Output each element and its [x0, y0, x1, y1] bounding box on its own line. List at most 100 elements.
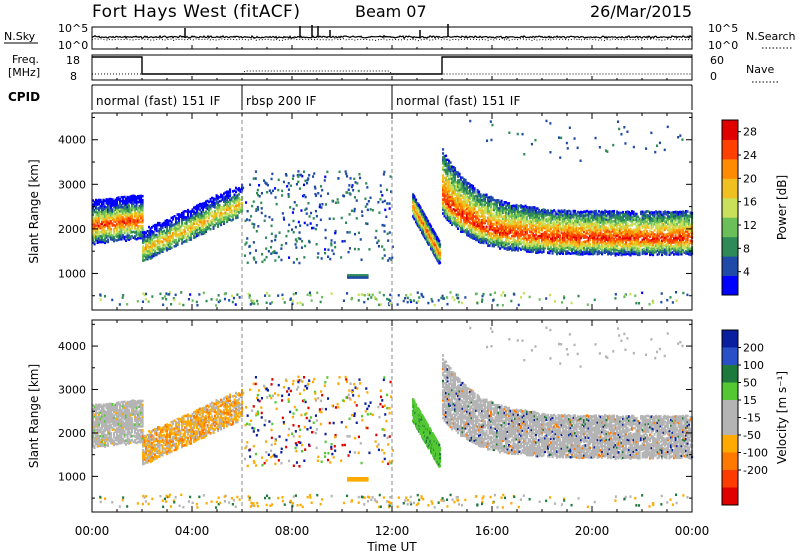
power-cell — [193, 212, 196, 215]
power-cell — [617, 239, 620, 242]
power-cell — [539, 224, 542, 228]
power-cell — [451, 193, 454, 196]
power-cell — [340, 256, 343, 259]
power-cell — [96, 229, 99, 232]
power-cell — [559, 246, 562, 249]
power-cell — [179, 227, 182, 231]
power-cell — [472, 217, 475, 220]
power-cell — [458, 210, 461, 214]
power-cell — [517, 245, 520, 248]
power-cell — [148, 231, 151, 235]
power-cell — [117, 214, 120, 217]
power-cell — [129, 223, 132, 226]
power-cell — [443, 156, 446, 160]
power-cell — [126, 207, 129, 211]
power-cell — [517, 209, 520, 212]
power-cell — [223, 206, 226, 209]
power-cell — [455, 188, 458, 192]
power-cell — [517, 215, 520, 218]
power-cell — [274, 235, 277, 239]
power-cell — [442, 180, 445, 183]
power-cell — [496, 215, 499, 218]
power-cell — [611, 244, 614, 247]
power-cell — [138, 230, 141, 234]
power-cell — [565, 224, 568, 227]
power-cell — [439, 257, 442, 260]
power-cell — [536, 213, 539, 216]
power-cell — [593, 216, 596, 219]
power-cell — [417, 208, 420, 211]
power-cell — [464, 198, 467, 202]
power-cell — [524, 248, 527, 252]
power-cell — [505, 229, 508, 232]
power-cell — [95, 208, 98, 212]
power-cell — [569, 222, 572, 225]
power-cell — [538, 238, 541, 242]
power-cell — [463, 180, 466, 183]
power-cell — [479, 239, 482, 242]
power-cell — [128, 226, 131, 229]
power-cell — [488, 210, 491, 213]
power-cell — [505, 243, 508, 246]
power-cell — [95, 220, 98, 224]
power-cell — [604, 245, 607, 249]
power-cell — [553, 221, 556, 224]
power-cell — [467, 198, 470, 201]
power-cell — [458, 190, 461, 194]
power-cell — [532, 246, 535, 249]
power-cell — [614, 240, 617, 243]
power-cell — [587, 240, 590, 244]
power-cell — [351, 184, 354, 187]
power-cell — [466, 201, 469, 205]
power-cell — [515, 242, 518, 245]
power-cell — [446, 204, 449, 208]
power-cell — [205, 204, 208, 207]
power-cell — [469, 189, 472, 192]
power-cell — [571, 240, 574, 243]
power-cell — [111, 222, 114, 225]
power-cell — [622, 218, 625, 222]
power-cell — [455, 186, 458, 190]
power-cell — [261, 260, 264, 264]
power-cell — [356, 274, 359, 277]
power-cell — [224, 217, 227, 220]
power-cell — [637, 221, 640, 224]
power-cell — [569, 234, 572, 237]
power-cell — [631, 212, 634, 215]
power-cell — [227, 212, 230, 216]
power-cell — [125, 213, 128, 216]
power-cell — [499, 203, 502, 206]
power-cell — [211, 210, 214, 214]
power-cell — [238, 197, 241, 200]
power-cell — [493, 236, 496, 240]
power-cell — [641, 248, 644, 252]
power-cell — [533, 214, 536, 217]
power-cell — [111, 208, 114, 211]
power-cell — [479, 209, 482, 212]
power-cell — [517, 237, 520, 240]
power-cell — [151, 244, 154, 247]
power-cell — [488, 222, 491, 225]
power-cell — [132, 194, 135, 197]
power-cell — [494, 211, 497, 214]
power-cell — [98, 212, 101, 216]
power-cell — [93, 236, 96, 240]
power-cell — [460, 214, 463, 217]
power-cell — [539, 228, 542, 232]
power-cell — [632, 250, 635, 254]
power-cell — [114, 224, 117, 228]
power-cell — [476, 200, 479, 204]
power-cell — [154, 223, 157, 227]
power-cell — [117, 220, 120, 223]
power-cell — [583, 214, 586, 217]
power-cell — [95, 212, 98, 216]
power-cell — [166, 221, 169, 224]
power-cell — [129, 219, 132, 222]
power-cell — [538, 234, 541, 238]
power-cell — [499, 207, 502, 210]
power-cell — [466, 181, 469, 185]
power-cell — [548, 219, 551, 223]
power-cell — [350, 276, 353, 279]
power-cell — [617, 219, 620, 222]
power-cell — [190, 214, 193, 217]
